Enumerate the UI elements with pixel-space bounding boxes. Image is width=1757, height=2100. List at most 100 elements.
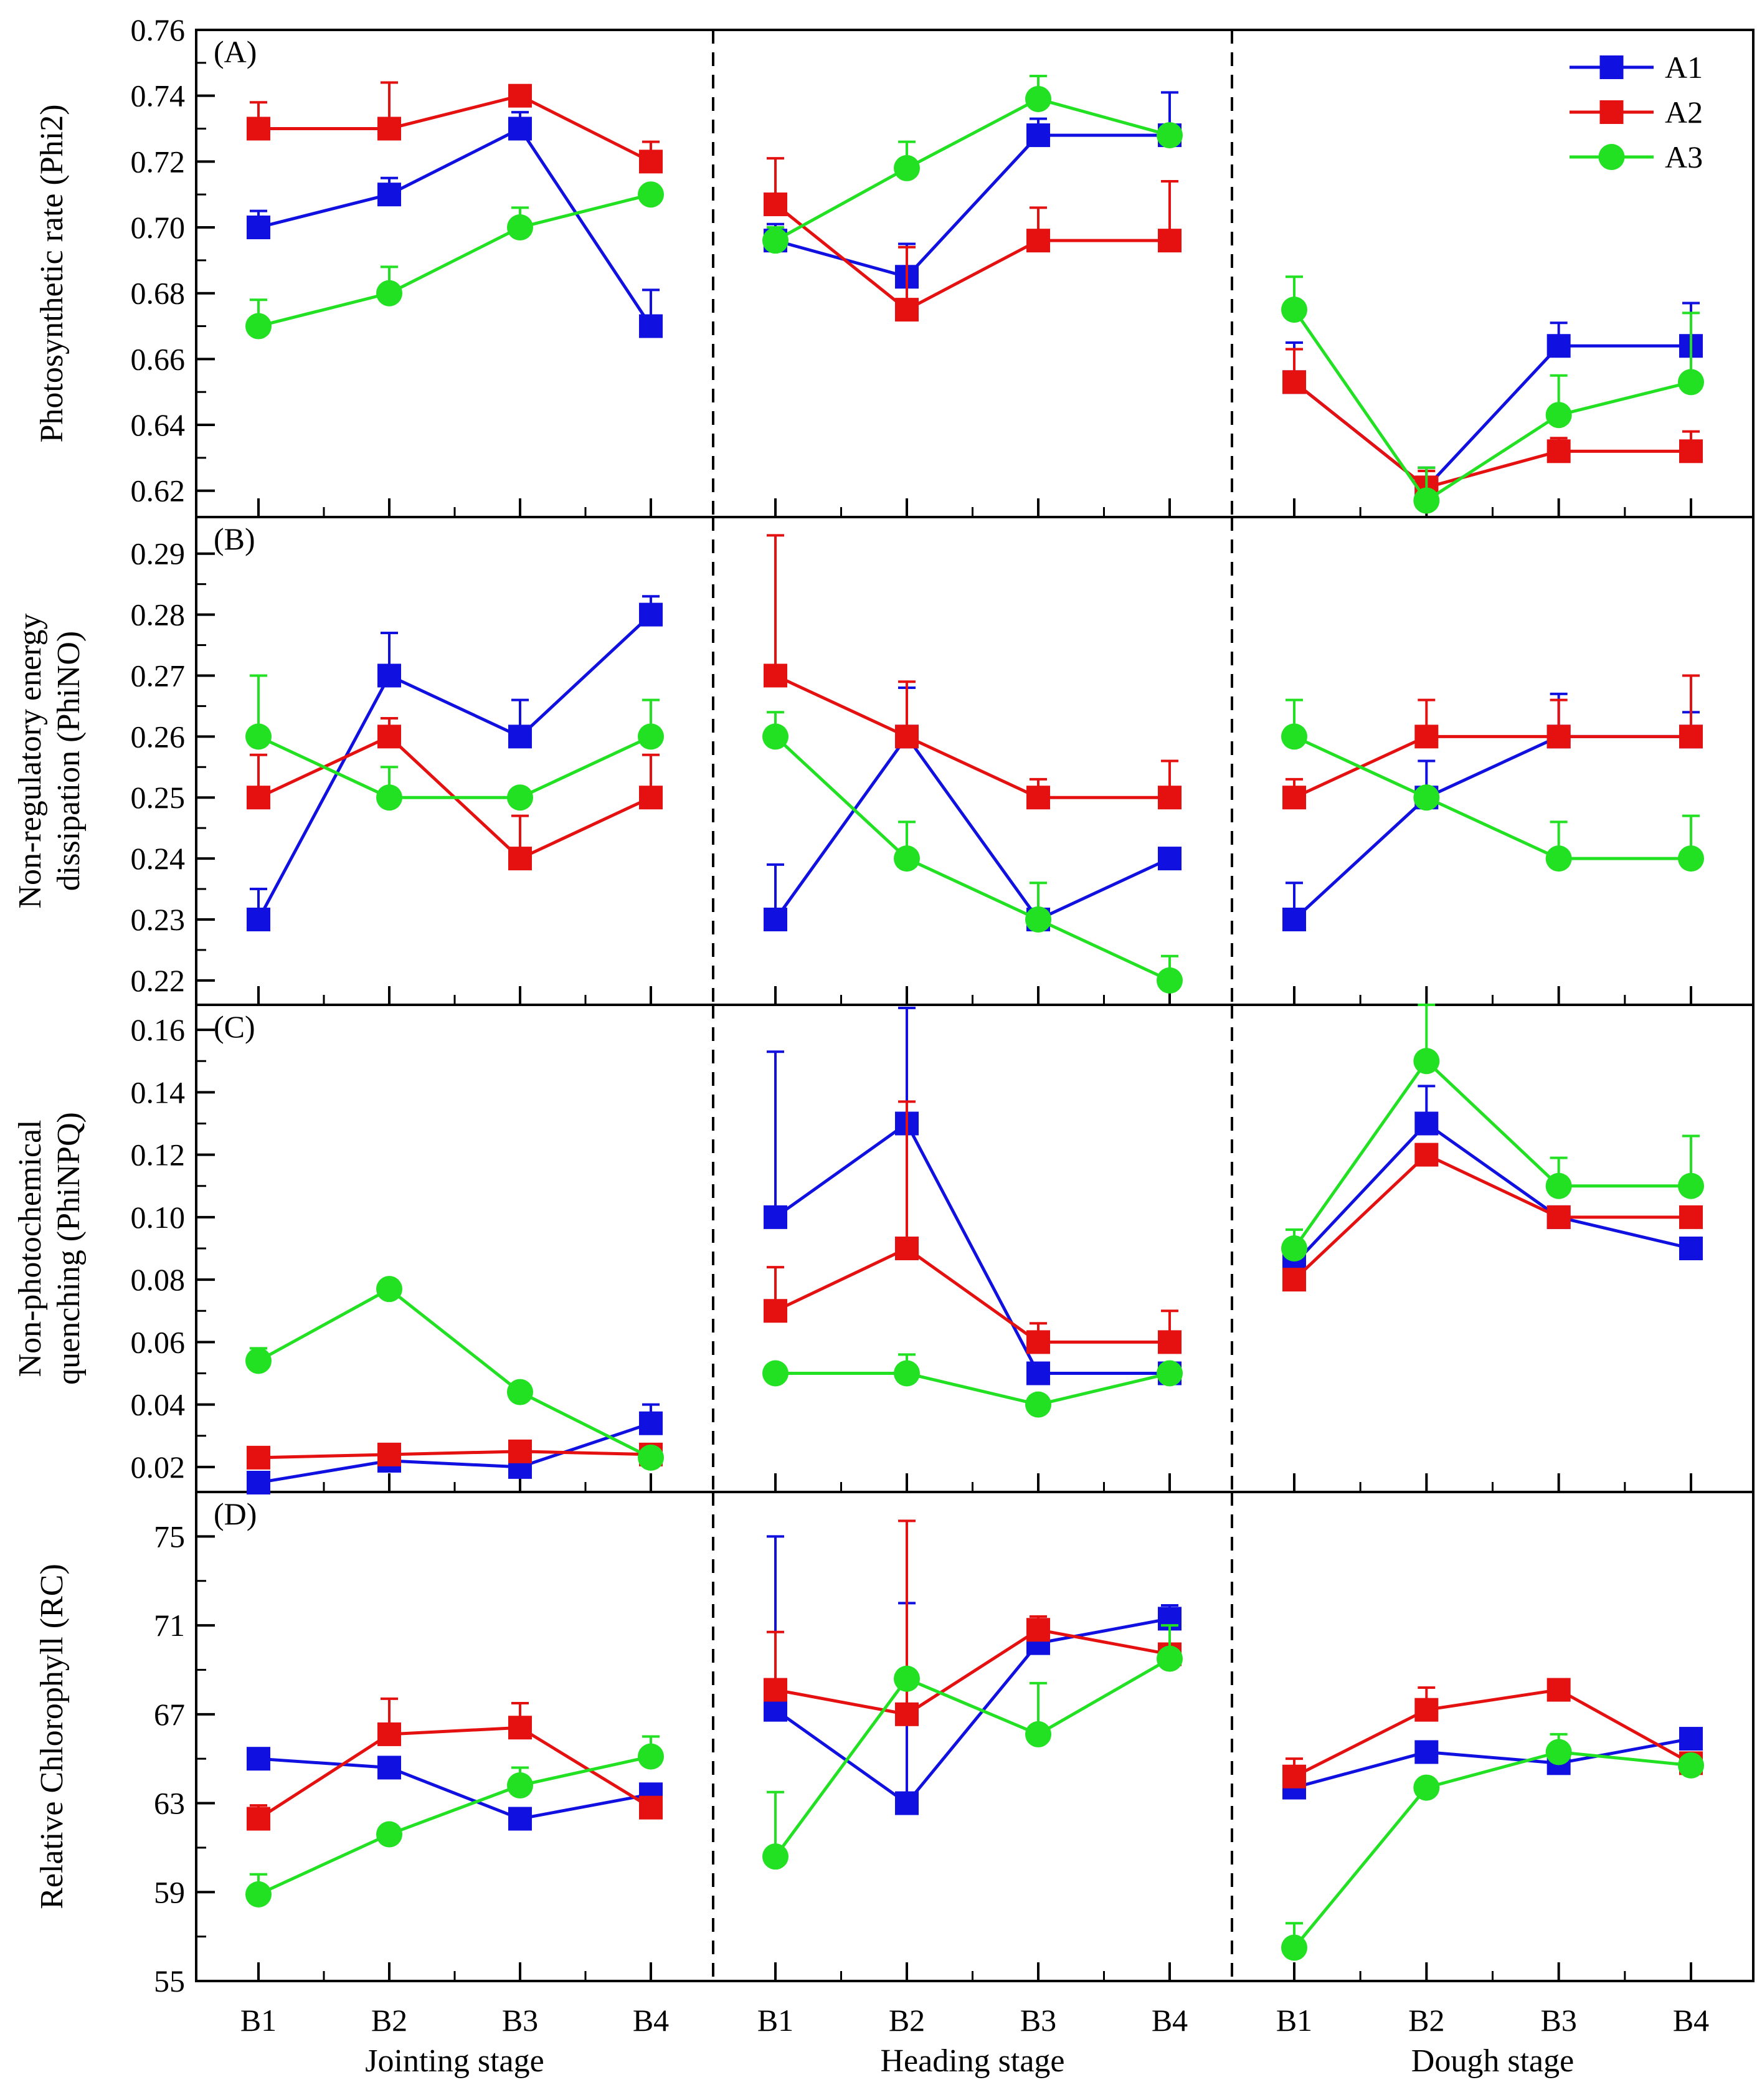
point-A2 — [1414, 725, 1439, 749]
series-line-A1 — [774, 734, 1171, 922]
point-A3 — [894, 1665, 920, 1692]
point-A2 — [377, 1442, 401, 1466]
y-tick-label: 0.76 — [131, 12, 186, 47]
point-A2 — [1679, 439, 1703, 463]
point-A2 — [508, 1439, 532, 1463]
point-A2 — [1679, 1205, 1703, 1229]
series-line-A3 — [257, 1287, 652, 1460]
point-A3 — [1545, 1739, 1572, 1765]
legend-label: A2 — [1665, 95, 1703, 130]
point-A3 — [1413, 487, 1440, 514]
point-A2 — [1026, 1330, 1050, 1354]
y-tick-label: 0.10 — [131, 1200, 186, 1235]
series-line-A1 — [774, 1617, 1170, 1805]
y-tick-label: 0.23 — [131, 902, 186, 937]
series-line-A1 — [257, 613, 652, 921]
series-line-A2 — [774, 674, 1170, 799]
series-line-A3 — [774, 97, 1170, 242]
y-tick-label: 0.74 — [131, 78, 186, 113]
series-line-A2 — [258, 1450, 651, 1460]
point-A1 — [247, 907, 270, 931]
point-A3 — [762, 723, 789, 750]
point-A2 — [1158, 1330, 1182, 1354]
point-A2 — [639, 150, 663, 174]
point-A3 — [376, 1276, 402, 1303]
point-A1 — [639, 1411, 663, 1435]
series-line-A2 — [774, 203, 1170, 312]
point-A3 — [638, 181, 664, 208]
y-axis-title: Relative Chlorophyll (RC) — [34, 1564, 70, 1909]
point-A3 — [894, 845, 920, 872]
point-A3 — [507, 214, 533, 241]
y-axis-title: Photosynthetic rate (Phi2) — [34, 104, 70, 442]
series-line-A3 — [1293, 735, 1691, 860]
x-tick-label: B1 — [1276, 2003, 1312, 2038]
point-A3 — [762, 227, 789, 254]
series-line-A1 — [258, 1422, 651, 1485]
y-tick-label: 75 — [154, 1519, 185, 1554]
series-line-A1 — [258, 126, 653, 327]
stage-label: Heading stage — [880, 2043, 1064, 2079]
axis-text: 0.62 0.64 0.66 0.68 0.70 0.72 0.74 0.76 (A) Photo… — [12, 12, 1709, 2079]
point-A2 — [1026, 229, 1050, 253]
point-A3 — [376, 280, 402, 306]
legend-marker-A1 — [1599, 55, 1624, 79]
series-line-A3 — [1292, 308, 1692, 503]
point-A1 — [247, 1470, 270, 1494]
point-A2 — [377, 725, 401, 749]
point-A1 — [377, 1756, 401, 1780]
y-tick-label: 67 — [154, 1697, 185, 1732]
point-A3 — [1157, 122, 1183, 149]
x-tick-label: B4 — [633, 2003, 669, 2038]
point-A1 — [1026, 123, 1050, 148]
point-A2 — [1546, 1678, 1571, 1702]
x-tick-label: B2 — [371, 2003, 407, 2038]
point-A2 — [1282, 1268, 1306, 1292]
y-tick-label: 0.08 — [131, 1262, 186, 1297]
y-tick-label: 0.06 — [131, 1324, 186, 1359]
series-line-A3 — [257, 735, 652, 799]
panel-label: (C) — [214, 1009, 255, 1044]
point-A3 — [1413, 1774, 1440, 1801]
y-tick-label: 0.26 — [131, 719, 186, 754]
point-A1 — [764, 1698, 787, 1722]
panel-frame — [195, 516, 1755, 1006]
point-A1 — [1679, 1237, 1703, 1260]
point-A3 — [1678, 369, 1704, 396]
y-tick-label: 0.04 — [131, 1387, 186, 1422]
y-tick-label: 0.28 — [131, 597, 186, 632]
point-A3 — [507, 1379, 533, 1405]
y-axis-title-line: Non-regulatory energy — [12, 613, 48, 908]
panel-label: (A) — [214, 34, 257, 69]
point-A3 — [245, 313, 272, 340]
point-A3 — [245, 723, 272, 750]
point-A1 — [1414, 1111, 1439, 1136]
point-A3 — [1545, 845, 1572, 872]
point-A1 — [508, 116, 532, 141]
point-A1 — [639, 602, 663, 627]
point-A2 — [247, 1807, 270, 1831]
panel-label: (B) — [214, 521, 255, 556]
point-A3 — [1157, 1360, 1183, 1387]
point-A1 — [1679, 1727, 1703, 1751]
y-tick-label: 0.62 — [131, 473, 186, 508]
y-axis-title-line: Non-photochemical — [12, 1120, 48, 1377]
point-A1 — [508, 725, 532, 749]
point-A3 — [507, 784, 533, 811]
point-A1 — [1546, 334, 1571, 358]
x-tick-label: B3 — [502, 2003, 538, 2038]
data-series — [245, 74, 1704, 1961]
y-tick-label: 0.68 — [131, 276, 186, 311]
point-A2 — [639, 1795, 663, 1820]
y-tick-label: 0.02 — [131, 1450, 186, 1485]
point-A2 — [764, 1299, 787, 1323]
y-tick-label: 0.72 — [131, 144, 186, 179]
y-tick-label: 0.27 — [131, 658, 186, 693]
panel-frame — [195, 1004, 1755, 1493]
point-A3 — [762, 1843, 789, 1870]
series-line-A3 — [774, 735, 1171, 982]
series-line-A3 — [775, 1372, 1170, 1407]
point-A2 — [247, 1445, 270, 1470]
point-A1 — [377, 663, 401, 688]
